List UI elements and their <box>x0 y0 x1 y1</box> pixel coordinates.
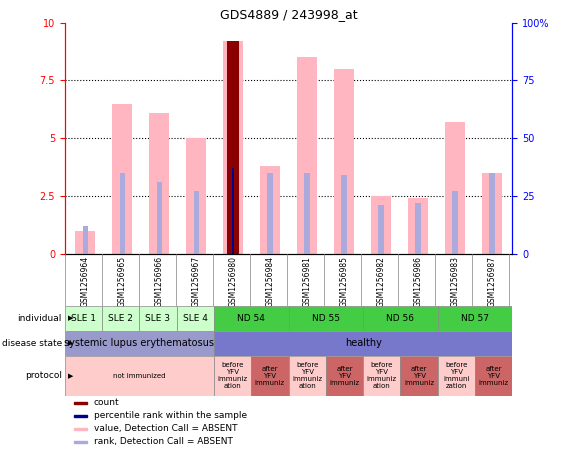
Bar <box>453 191 458 254</box>
Bar <box>74 414 87 417</box>
Text: after
YFV
immuniz: after YFV immuniz <box>479 366 509 386</box>
Text: after
YFV
immuniz: after YFV immuniz <box>255 366 285 386</box>
Text: before
YFV
immuniz
ation: before YFV immuniz ation <box>217 362 248 390</box>
Bar <box>334 69 354 254</box>
Bar <box>415 203 421 254</box>
Bar <box>214 306 289 331</box>
Bar <box>289 306 363 331</box>
Bar <box>371 196 391 254</box>
Text: ▶: ▶ <box>68 340 73 346</box>
Text: GSM1256984: GSM1256984 <box>266 256 275 307</box>
Bar <box>260 166 280 254</box>
Text: after
YFV
immuniz: after YFV immuniz <box>404 366 434 386</box>
Text: not immunized: not immunized <box>113 373 166 379</box>
Text: GSM1256982: GSM1256982 <box>377 256 386 307</box>
Text: GSM1256981: GSM1256981 <box>302 256 311 307</box>
Title: GDS4889 / 243998_at: GDS4889 / 243998_at <box>220 9 358 21</box>
Bar <box>305 173 310 254</box>
Bar <box>177 306 214 331</box>
Bar <box>65 356 214 396</box>
Bar <box>408 198 428 254</box>
Text: GSM1256987: GSM1256987 <box>488 256 497 307</box>
Text: GSM1256964: GSM1256964 <box>81 256 90 308</box>
Text: value, Detection Call = ABSENT: value, Detection Call = ABSENT <box>94 424 238 434</box>
Text: before
YFV
immuniz
ation: before YFV immuniz ation <box>292 362 322 390</box>
Text: GSM1256986: GSM1256986 <box>413 256 422 307</box>
Text: GSM1256967: GSM1256967 <box>191 256 200 308</box>
Bar <box>186 138 206 254</box>
Text: GSM1256983: GSM1256983 <box>450 256 459 307</box>
Bar <box>223 41 243 254</box>
Bar <box>267 173 272 254</box>
Bar <box>342 175 347 254</box>
Bar <box>112 103 132 254</box>
Bar <box>149 113 169 254</box>
Bar <box>482 173 502 254</box>
Text: ND 56: ND 56 <box>386 314 414 323</box>
Bar <box>378 205 383 254</box>
Bar <box>74 428 87 430</box>
Bar <box>140 306 177 331</box>
Bar <box>65 306 102 331</box>
Text: before
YFV
immuni
zation: before YFV immuni zation <box>443 362 470 390</box>
Text: SLE 3: SLE 3 <box>145 314 171 323</box>
Bar <box>214 356 251 396</box>
Bar <box>400 356 438 396</box>
Text: ▶: ▶ <box>68 315 73 321</box>
Text: ND 57: ND 57 <box>461 314 489 323</box>
Bar <box>297 58 317 254</box>
Text: before
YFV
immuniz
ation: before YFV immuniz ation <box>367 362 397 390</box>
Bar <box>157 182 162 254</box>
Text: protocol: protocol <box>25 371 62 381</box>
Text: SLE 4: SLE 4 <box>183 314 208 323</box>
Text: rank, Detection Call = ABSENT: rank, Detection Call = ABSENT <box>94 438 233 447</box>
Text: count: count <box>94 398 119 407</box>
Text: percentile rank within the sample: percentile rank within the sample <box>94 411 247 420</box>
Bar <box>194 191 199 254</box>
Bar <box>230 168 235 254</box>
Text: ▶: ▶ <box>68 373 73 379</box>
Text: disease state: disease state <box>2 339 62 347</box>
Bar <box>438 356 475 396</box>
Text: healthy: healthy <box>345 338 382 348</box>
Bar <box>232 168 234 254</box>
Text: GSM1256985: GSM1256985 <box>339 256 348 307</box>
Text: SLE 2: SLE 2 <box>108 314 133 323</box>
Bar <box>489 173 494 254</box>
Bar <box>214 331 512 356</box>
Bar <box>363 356 400 396</box>
Bar <box>83 226 88 254</box>
Text: after
YFV
immuniz: after YFV immuniz <box>329 366 360 386</box>
Bar <box>363 306 438 331</box>
Text: GSM1256980: GSM1256980 <box>229 256 238 307</box>
Text: GSM1256965: GSM1256965 <box>118 256 127 308</box>
Bar <box>74 441 87 443</box>
Bar <box>251 356 288 396</box>
Text: individual: individual <box>17 314 62 323</box>
Bar <box>326 356 363 396</box>
Bar <box>289 356 326 396</box>
Bar <box>119 173 124 254</box>
Bar <box>475 356 512 396</box>
Bar <box>102 306 140 331</box>
Bar <box>74 401 87 404</box>
Bar <box>438 306 512 331</box>
Text: GSM1256966: GSM1256966 <box>155 256 164 308</box>
Text: ND 55: ND 55 <box>312 314 340 323</box>
Bar <box>445 122 465 254</box>
Text: systemic lupus erythematosus: systemic lupus erythematosus <box>64 338 215 348</box>
Bar <box>75 231 95 254</box>
Bar <box>65 331 214 356</box>
Bar <box>227 41 239 254</box>
Text: ND 54: ND 54 <box>237 314 265 323</box>
Text: SLE 1: SLE 1 <box>71 314 96 323</box>
